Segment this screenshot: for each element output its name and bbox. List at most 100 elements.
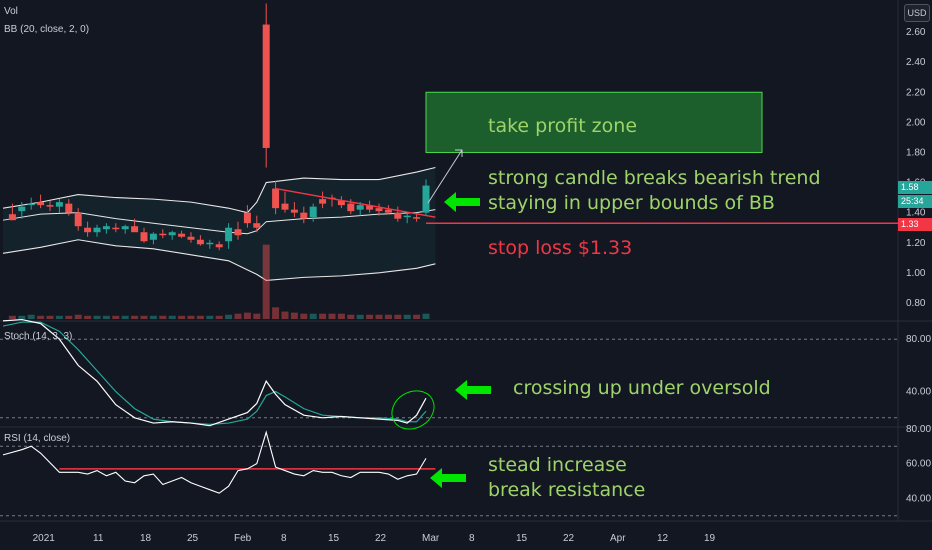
candle-body — [37, 202, 45, 206]
candle-body — [375, 208, 383, 212]
volume-bar — [121, 315, 129, 319]
last-price-tag: 1.58 — [898, 181, 932, 194]
rsi-pane[interactable] — [0, 430, 898, 517]
time-tick-label: 11 — [93, 533, 104, 544]
time-tick-label: Feb — [234, 533, 252, 544]
volume-bar — [112, 315, 120, 319]
volume-bar — [347, 314, 355, 319]
volume-bar — [37, 315, 45, 319]
bb-basis-line — [2, 209, 436, 235]
annotation-rsi-1: stead increase — [488, 454, 627, 476]
volume-bar — [131, 315, 139, 319]
bearish-trendline — [275, 187, 436, 218]
volume-bar — [8, 315, 16, 319]
time-tick-label: 15 — [328, 533, 340, 544]
candle-body — [319, 199, 327, 204]
candle-body — [93, 227, 101, 233]
stoch-d-line — [2, 321, 427, 425]
annotation-stop-loss: stop loss $1.33 — [488, 237, 633, 259]
legend-stoch[interactable]: Stoch (14, 3, 3) — [4, 331, 73, 342]
volume-bar — [102, 315, 110, 319]
stoch-tick-label: 80.00 — [906, 334, 931, 345]
candle-body — [149, 233, 157, 240]
volume-bar — [290, 312, 298, 319]
volume-bar — [337, 313, 345, 319]
grid-lines — [0, 0, 932, 522]
green-arrow-icon — [444, 192, 480, 212]
volume-bar — [403, 314, 411, 319]
price-tick-label: 1.40 — [906, 208, 926, 219]
candle-body — [403, 215, 411, 218]
volume-bar — [84, 315, 92, 319]
time-tick-label: Mar — [422, 533, 440, 544]
volume-bar — [253, 313, 261, 319]
candle-body — [8, 214, 16, 221]
volume-bar — [394, 314, 402, 319]
volume-bar — [234, 313, 242, 319]
candle-body — [337, 200, 345, 206]
volume-bar — [375, 314, 383, 319]
annotation-breakout-1: strong candle breaks bearish trend — [488, 167, 821, 189]
time-tick-label: 15 — [516, 533, 528, 544]
volume-bar — [74, 314, 82, 319]
candle-body — [253, 223, 261, 228]
candle-body — [187, 236, 195, 240]
candle-body — [121, 226, 129, 230]
stoch-tick-label: 40.00 — [906, 387, 931, 398]
volume-bar — [18, 315, 26, 319]
volume-bar — [300, 313, 308, 319]
annotation-breakout-2: staying in upper bounds of BB — [488, 192, 775, 214]
volume-bar — [319, 313, 327, 319]
volume-bar — [356, 314, 364, 319]
volume-bar — [168, 315, 176, 319]
legend-bb[interactable]: BB (20, close, 2, 0) — [4, 24, 90, 35]
candle-body — [55, 202, 63, 207]
volume-bar — [46, 315, 54, 319]
candle-body — [84, 227, 92, 233]
legend-vol[interactable]: Vol — [4, 6, 18, 17]
volume-bar — [187, 315, 195, 319]
annotation-stoch: crossing up under oversold — [513, 377, 771, 399]
candle-body — [196, 239, 204, 245]
volume-bar — [281, 311, 289, 319]
crossover-circle — [391, 390, 435, 430]
volume-bar — [225, 314, 233, 319]
candle-body — [384, 209, 392, 213]
currency-button[interactable]: USD — [904, 4, 930, 22]
candle-body — [131, 226, 139, 233]
stop-loss-tag: 1.33 — [898, 218, 932, 231]
volume-bar — [159, 315, 167, 319]
volume-bar — [262, 244, 270, 319]
candle-body — [178, 233, 186, 237]
candle-body — [234, 229, 242, 236]
candle-body — [281, 203, 289, 210]
price-tick-label: 1.20 — [906, 238, 926, 249]
candle-body — [140, 232, 148, 242]
time-tick-label: 25 — [187, 533, 199, 544]
green-arrow-icon — [430, 468, 466, 488]
stoch-k-line — [2, 318, 427, 427]
stoch-pane[interactable] — [0, 318, 898, 437]
time-tick-label: Apr — [610, 533, 626, 544]
volume-bar — [55, 315, 63, 319]
price-pane[interactable] — [2, 3, 898, 319]
candle-body — [168, 232, 176, 236]
volume-bar — [366, 314, 374, 319]
candle-body — [18, 206, 26, 212]
rsi-tick-label: 80.00 — [906, 424, 931, 435]
candle-body — [243, 212, 251, 224]
volume-bar — [384, 314, 392, 319]
candle-body — [65, 203, 73, 213]
time-tick-label: 8 — [469, 533, 475, 544]
legend-rsi[interactable]: RSI (14, close) — [4, 433, 71, 444]
volume-bar — [178, 315, 186, 319]
candle-body — [46, 205, 54, 207]
volume-bar — [149, 315, 157, 319]
volume-bar — [309, 313, 317, 319]
candle-body — [262, 24, 270, 148]
projection-arrow — [427, 149, 463, 204]
candle-body — [206, 242, 214, 245]
rsi-tick-label: 40.00 — [906, 493, 931, 504]
price-tick-label: 2.20 — [906, 87, 926, 98]
